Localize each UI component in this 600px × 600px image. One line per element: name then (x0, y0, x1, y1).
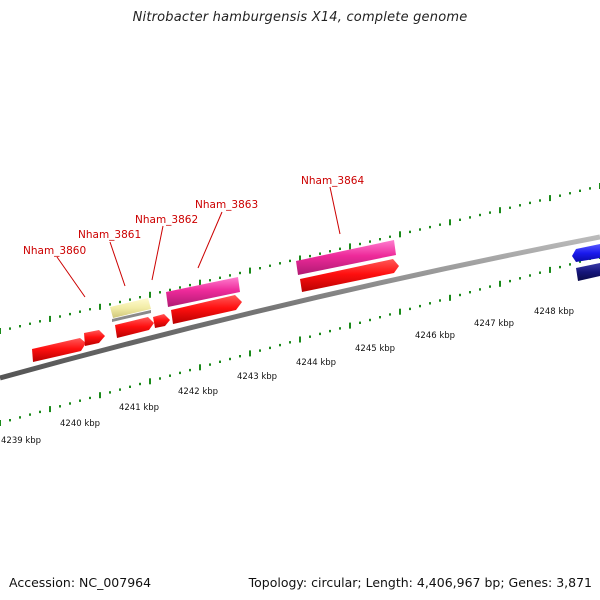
gene-feature[interactable] (166, 277, 240, 307)
position-label: 4241 kbp (119, 403, 159, 413)
forward-strand-genes (32, 240, 600, 362)
map-title: Nitrobacter hamburgensis X14, complete g… (132, 10, 468, 25)
gene-label[interactable]: Nham_3860 (23, 245, 86, 257)
position-label: 4246 kbp (415, 331, 455, 341)
genome-summary-text: Topology: circular; Length: 4,406,967 bp… (248, 575, 592, 590)
gene-label[interactable]: Nham_3862 (135, 214, 198, 226)
gene-feature[interactable] (576, 263, 600, 281)
position-label: 4240 kbp (60, 419, 100, 429)
gene-labels: Nham_3860 Nham_3861 Nham_3862 Nham_3863 … (23, 175, 364, 257)
gene-label[interactable]: Nham_3863 (195, 199, 258, 211)
gene-feature[interactable] (112, 310, 151, 322)
gene-feature[interactable] (572, 244, 600, 262)
gene-feature[interactable] (32, 338, 86, 362)
gene-label-leaders (56, 186, 341, 298)
gene-feature[interactable] (153, 314, 170, 328)
gene-feature[interactable] (110, 298, 151, 318)
gene-feature[interactable] (300, 259, 399, 292)
position-label: 4242 kbp (178, 387, 218, 397)
genome-backbone (0, 234, 600, 381)
accession-text: Accession: NC_007964 (9, 575, 152, 590)
gene-label[interactable]: Nham_3864 (301, 175, 364, 187)
gene-feature[interactable] (115, 317, 154, 338)
position-labels: 4239 kbp 4240 kbp 4241 kbp 4242 kbp 4243… (1, 307, 574, 446)
position-label: 4245 kbp (355, 344, 395, 354)
tick-row-outer (0, 183, 600, 334)
position-label: 4243 kbp (237, 372, 277, 382)
position-label: 4247 kbp (474, 319, 514, 329)
position-label: 4244 kbp (296, 358, 336, 368)
gene-feature[interactable] (171, 295, 242, 324)
gene-label[interactable]: Nham_3861 (78, 229, 141, 241)
tick-row-inner (0, 253, 600, 426)
gene-feature[interactable] (84, 330, 105, 346)
gene-feature[interactable] (296, 240, 396, 275)
position-label: 4248 kbp (534, 307, 574, 317)
position-label: 4239 kbp (1, 436, 41, 446)
